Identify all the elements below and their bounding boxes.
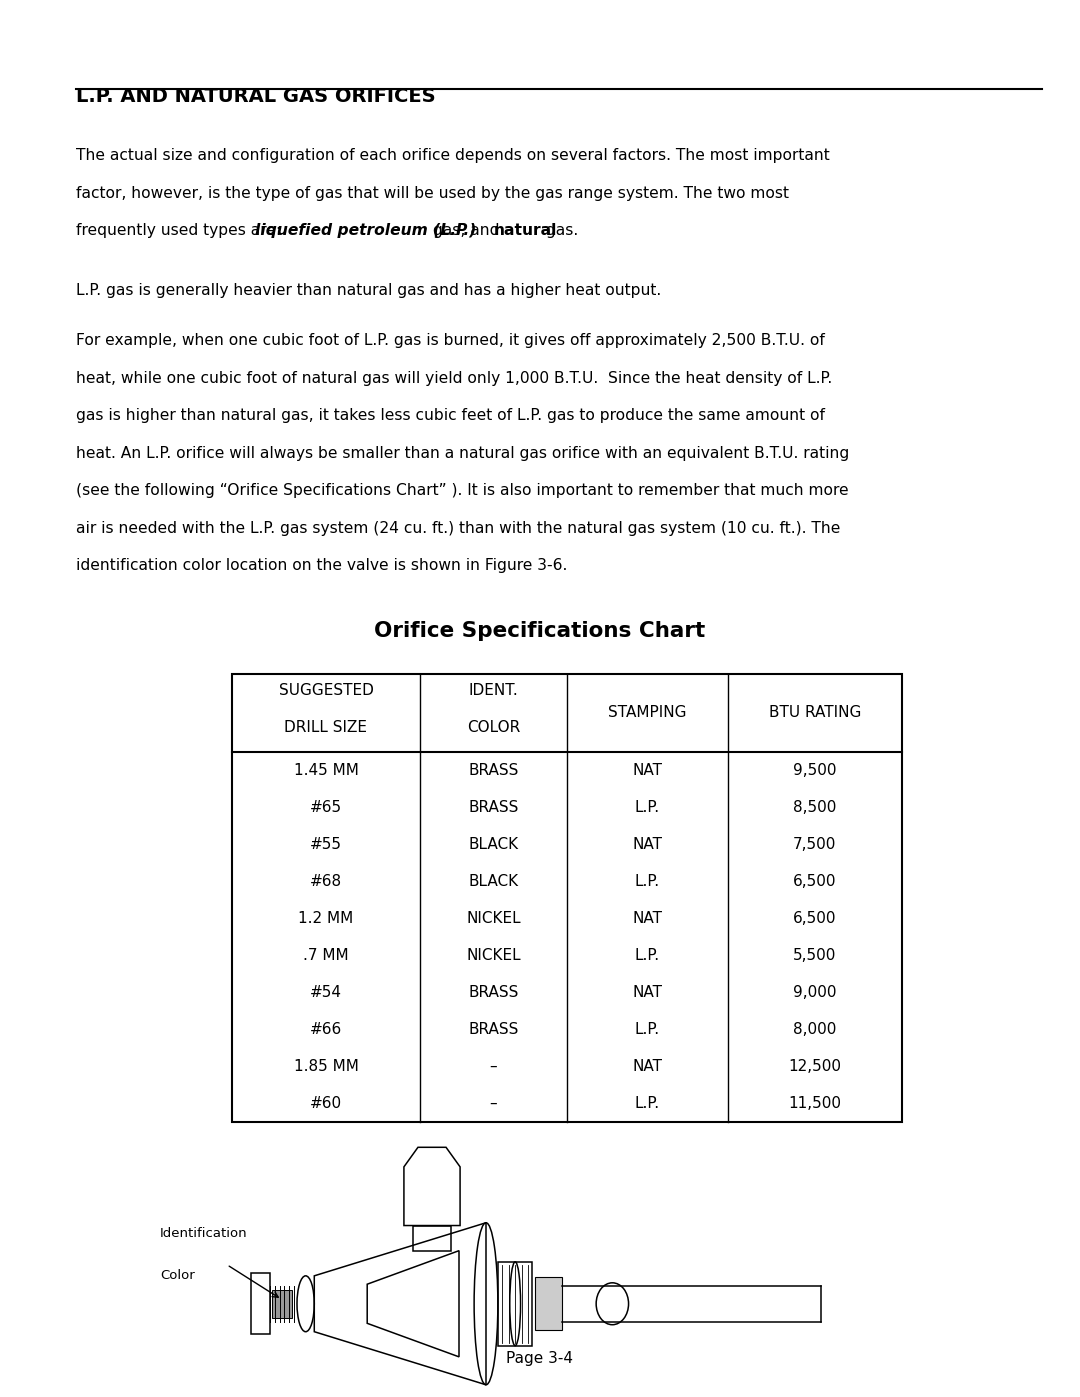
Text: gas.: gas. [541,224,578,237]
Text: NAT: NAT [633,763,662,778]
Text: 6,500: 6,500 [793,875,837,888]
Text: The actual size and configuration of each orifice depends on several factors. Th: The actual size and configuration of eac… [76,148,829,163]
Text: 6,500: 6,500 [793,911,837,926]
Text: 1.2 MM: 1.2 MM [298,911,353,926]
Text: 1.45 MM: 1.45 MM [294,763,359,778]
Text: 7,500: 7,500 [793,837,836,852]
Bar [232,673,902,1122]
Text: #65: #65 [310,800,342,814]
Text: L.P. AND NATURAL GAS ORIFICES: L.P. AND NATURAL GAS ORIFICES [76,87,435,106]
Text: L.P.: L.P. [635,875,660,888]
Text: L.P.: L.P. [635,1097,660,1111]
Text: Page 3-4: Page 3-4 [507,1351,573,1366]
Text: 5,500: 5,500 [793,949,836,963]
Text: #55: #55 [310,837,342,852]
Text: SUGGESTED: SUGGESTED [279,683,374,698]
Text: (see the following “Orifice Specifications Chart” ). It is also important to rem: (see the following “Orifice Specificatio… [76,483,848,499]
Text: Identification: Identification [160,1228,247,1241]
Text: #60: #60 [310,1097,342,1111]
Text: NAT: NAT [633,911,662,926]
Text: factor, however, is the type of gas that will be used by the gas range system. T: factor, however, is the type of gas that… [76,186,788,201]
Text: BRASS: BRASS [468,763,518,778]
Text: NAT: NAT [633,1059,662,1074]
Bar [272,1289,292,1317]
Text: NAT: NAT [633,985,662,1000]
Text: gas is higher than natural gas, it takes less cubic feet of L.P. gas to produce : gas is higher than natural gas, it takes… [76,408,825,423]
Text: L.P.: L.P. [635,949,660,963]
Text: –: – [489,1097,497,1111]
Bar [251,1273,270,1334]
Bar [498,1261,532,1345]
Text: heat, while one cubic foot of natural gas will yield only 1,000 B.T.U.  Since th: heat, while one cubic foot of natural ga… [76,370,832,386]
Text: .7 MM: .7 MM [303,949,349,963]
Text: L.P. gas is generally heavier than natural gas and has a higher heat output.: L.P. gas is generally heavier than natur… [76,282,661,298]
Text: 8,500: 8,500 [793,800,836,814]
Text: BRASS: BRASS [468,800,518,814]
Text: #54: #54 [310,985,342,1000]
Text: NICKEL: NICKEL [467,949,521,963]
Bar [535,1277,562,1330]
Text: 11,500: 11,500 [788,1097,841,1111]
Text: NICKEL: NICKEL [467,911,521,926]
Text: 12,500: 12,500 [788,1059,841,1074]
Text: gas, and: gas, and [428,224,504,237]
Text: NAT: NAT [633,837,662,852]
Text: –: – [489,1059,497,1074]
Text: BLACK: BLACK [469,875,518,888]
Text: identification color location on the valve is shown in Figure 3-6.: identification color location on the val… [76,557,567,573]
Text: frequently used types are:: frequently used types are: [76,224,285,237]
Text: IDENT.: IDENT. [469,683,518,698]
Text: L.P.: L.P. [635,800,660,814]
Text: STAMPING: STAMPING [608,705,687,721]
Text: #68: #68 [310,875,342,888]
Text: #66: #66 [310,1023,342,1037]
Text: 9,500: 9,500 [793,763,837,778]
Text: liquefied petroleum (L.P.): liquefied petroleum (L.P.) [255,224,476,237]
Text: L.P.: L.P. [635,1023,660,1037]
Text: 1.85 MM: 1.85 MM [294,1059,359,1074]
Text: air is needed with the L.P. gas system (24 cu. ft.) than with the natural gas sy: air is needed with the L.P. gas system (… [76,521,840,535]
Text: BLACK: BLACK [469,837,518,852]
Text: BRASS: BRASS [468,985,518,1000]
Text: BRASS: BRASS [468,1023,518,1037]
Text: heat. An L.P. orifice will always be smaller than a natural gas orifice with an : heat. An L.P. orifice will always be sma… [76,446,849,461]
Text: COLOR: COLOR [467,719,519,735]
Text: Orifice Specifications Chart: Orifice Specifications Chart [375,620,705,641]
Text: For example, when one cubic foot of L.P. gas is burned, it gives off approximate: For example, when one cubic foot of L.P.… [76,334,824,348]
Text: Color: Color [160,1270,194,1282]
Bar [413,1225,451,1250]
Text: natural: natural [494,224,557,237]
Text: 9,000: 9,000 [793,985,837,1000]
Text: BTU RATING: BTU RATING [769,705,861,721]
Text: 8,000: 8,000 [793,1023,836,1037]
Text: DRILL SIZE: DRILL SIZE [284,719,367,735]
